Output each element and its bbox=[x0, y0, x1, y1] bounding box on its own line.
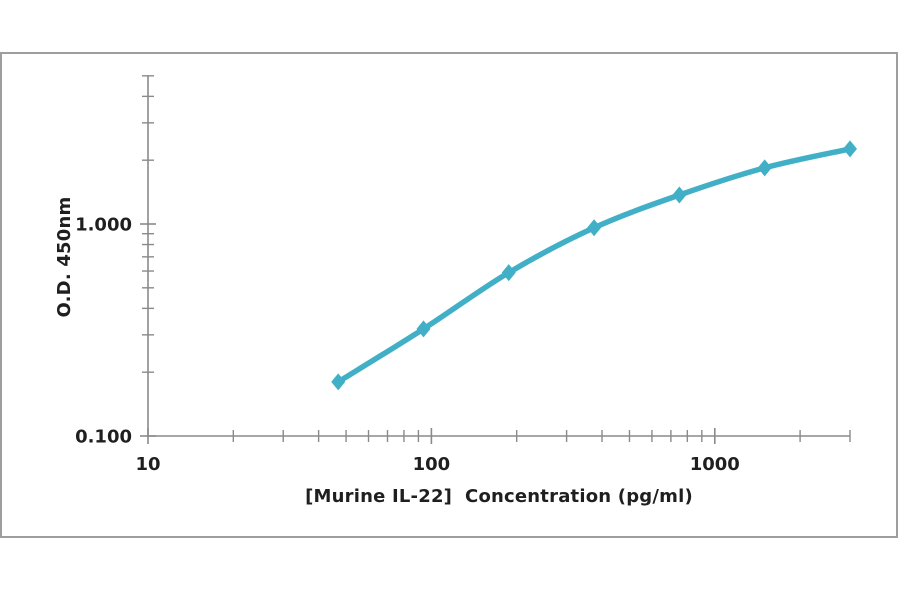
data-point-marker bbox=[672, 186, 687, 204]
y-tick-label: 1.000 bbox=[75, 215, 132, 236]
data-point-marker bbox=[587, 219, 602, 237]
x-tick-label: 1000 bbox=[690, 454, 740, 475]
chart-frame bbox=[0, 52, 898, 538]
x-tick-label: 100 bbox=[413, 454, 451, 475]
data-point-marker bbox=[331, 373, 346, 391]
data-point-marker bbox=[757, 159, 772, 177]
data-point-marker bbox=[501, 264, 516, 282]
y-tick-label: 0.100 bbox=[75, 427, 132, 448]
standard-curve-line bbox=[335, 146, 853, 385]
data-point-marker bbox=[416, 320, 431, 338]
data-point-marker bbox=[843, 140, 857, 158]
x-axis-title: [Murine IL-22] Concentration (pg/ml) bbox=[305, 486, 693, 507]
x-tick-label: 10 bbox=[135, 454, 160, 475]
y-axis-title: O.D. 450nm bbox=[54, 196, 75, 318]
